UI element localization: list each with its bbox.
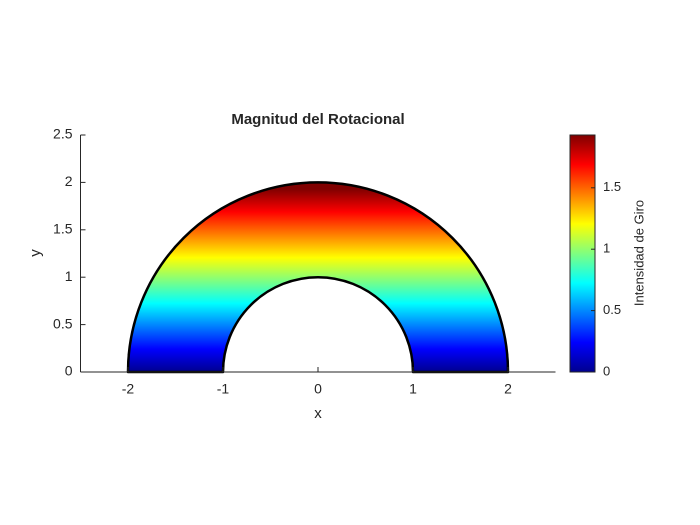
filled-contour-region: [126, 181, 510, 374]
y-tick-label: 2: [65, 173, 73, 189]
x-axis-label: x: [314, 405, 322, 422]
colorbar-tick-label: 1: [603, 241, 610, 256]
colorbar-tick-label: 0: [603, 363, 610, 378]
x-tick-label: -2: [122, 381, 135, 397]
y-tick-label: 0.5: [53, 315, 73, 331]
colorbar: [569, 134, 596, 373]
y-axis-label: y: [27, 249, 44, 257]
x-tick-label: -1: [217, 381, 230, 397]
y-tick-label: 0: [65, 363, 73, 379]
colorbar-tick-label: 0.5: [603, 302, 621, 317]
y-tick-label: 2.5: [53, 126, 73, 142]
x-tick-label: 0: [314, 381, 322, 397]
x-tick-label: 1: [409, 381, 417, 397]
chart-title: Magnitud del Rotacional: [231, 111, 404, 128]
y-tick-label: 1: [65, 268, 73, 284]
colorbar-label: Intensidad de Giro: [631, 200, 646, 306]
colorbar-tick-label: 1.5: [603, 179, 621, 194]
x-tick-label: 2: [504, 381, 512, 397]
y-tick-label: 1.5: [53, 221, 73, 237]
